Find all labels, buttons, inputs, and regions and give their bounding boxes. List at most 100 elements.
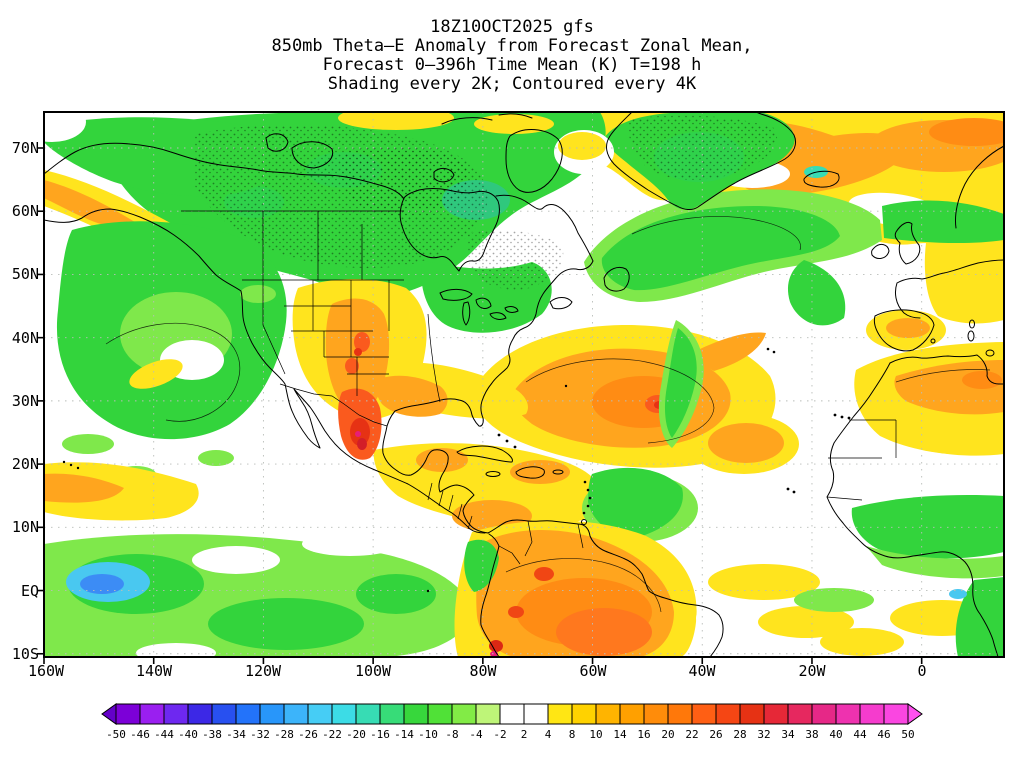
political-borders xyxy=(181,210,897,565)
map-frame xyxy=(43,111,1005,658)
lon-tick-label: 100W xyxy=(354,662,392,680)
colorbar-cell xyxy=(355,703,381,725)
colorbar-tick-label: 34 xyxy=(781,728,795,741)
colorbar-tick-label: -38 xyxy=(202,728,222,741)
island-trinidad xyxy=(581,519,587,525)
colorbar-right-arrow xyxy=(907,703,923,725)
lon-tick-label: 20W xyxy=(798,662,826,680)
lon-tick-label: 0 xyxy=(917,662,927,680)
colorbar-cell xyxy=(691,703,717,725)
island-great-britain xyxy=(894,221,921,265)
colorbar-tick-label: -8 xyxy=(445,728,458,741)
colorbar-cell xyxy=(763,703,789,725)
colorbar-svg: -50 -46 -44 -40 -38 -34 -32 -28 -26 -22 -20 -16 -14-… xyxy=(101,703,923,741)
colorbar-tick-label: -44 xyxy=(154,728,174,741)
lat-tick-label: 20N xyxy=(11,455,39,473)
title-block: 18Z10OCT2025 gfs 850mb Theta–E Anomaly f… xyxy=(0,18,1024,94)
colorbar-cell xyxy=(163,703,189,725)
colorbar-cell xyxy=(259,703,285,725)
colorbar-tick-label: 46 xyxy=(877,728,890,741)
map-canvas xyxy=(37,111,1005,664)
colorbar-cell xyxy=(331,703,357,725)
colorbar-cell xyxy=(715,703,741,725)
colorbar-cell xyxy=(427,703,453,725)
colorbar-cell xyxy=(523,703,549,725)
small-islands xyxy=(62,347,851,593)
colorbar-cell xyxy=(883,703,909,725)
colorbar-tick-label: 4 xyxy=(545,728,552,741)
colorbar-tick-label: 2 xyxy=(521,728,528,741)
colorbar-cell xyxy=(187,703,213,725)
colorbar-cell xyxy=(811,703,837,725)
lat-tick-label: 60N xyxy=(11,202,39,220)
island-newfoundland xyxy=(603,266,630,292)
colorbar-tick-label: 26 xyxy=(709,728,722,741)
lat-tick-label: 70N xyxy=(11,139,39,157)
colorbar-cell xyxy=(211,703,237,725)
colorbar-cell xyxy=(835,703,861,725)
coastline-iberia xyxy=(873,309,935,352)
colorbar-tick-label: 44 xyxy=(853,728,867,741)
coastline-greenland xyxy=(606,112,797,210)
lon-tick-label: 80W xyxy=(469,662,497,680)
island-ireland xyxy=(871,243,890,259)
colorbar-cell xyxy=(667,703,693,725)
title-line-3: Forecast 0–396h Time Mean (K) T=198 h xyxy=(322,55,702,75)
island-corsica xyxy=(969,319,975,329)
colorbar-tick-label: 32 xyxy=(757,728,770,741)
lon-tick-label: 160W xyxy=(27,662,65,680)
colorbar-tick-label: 22 xyxy=(685,728,698,741)
colorbar-tick-label: -16 xyxy=(370,728,390,741)
coastline-west-africa xyxy=(826,362,999,657)
lon-tick-label: 120W xyxy=(244,662,282,680)
colorbar-left-arrow xyxy=(101,703,117,725)
island-cuba xyxy=(456,445,513,463)
coastline-east xyxy=(382,194,724,657)
lon-tick-label: 60W xyxy=(579,662,607,680)
island-sicily xyxy=(985,349,995,357)
map-plot-area xyxy=(37,111,1005,664)
island-puerto-rico xyxy=(552,469,564,475)
colorbar-tick-label: -32 xyxy=(250,728,270,741)
colorbar-tick-label: 14 xyxy=(613,728,627,741)
arctic-archipelago-lines xyxy=(441,113,533,125)
coastline-europe xyxy=(895,259,1004,319)
colorbar-tick-label: -10 xyxy=(418,728,438,741)
colorbar-cell xyxy=(235,703,261,725)
lat-tick-label: 40N xyxy=(11,329,39,347)
colorbar-cell xyxy=(451,703,477,725)
island-sardinia xyxy=(967,330,975,342)
nova-scotia xyxy=(549,297,573,310)
anomaly-shading-field xyxy=(44,112,1004,657)
colorbar-cell xyxy=(115,703,141,725)
island-victoria xyxy=(291,141,334,169)
colorbar-tick-label: 38 xyxy=(805,728,818,741)
colorbar-cell xyxy=(571,703,597,725)
lat-tick-label: 30N xyxy=(11,392,39,410)
latitude-axis: 70N 60N 50N 40N 30N 20N 10N EQ 10S xyxy=(0,0,41,700)
island-iceland xyxy=(803,170,840,188)
colorbar-cell xyxy=(787,703,813,725)
colorbar-tick-label: -50 xyxy=(106,728,126,741)
colorbar-cell xyxy=(619,703,645,725)
colorbar-cell xyxy=(307,703,333,725)
coastlines xyxy=(44,112,1004,657)
colorbar-tick-label: -40 xyxy=(178,728,198,741)
coastline-arctic xyxy=(44,142,405,200)
colorbar-tick-label: -46 xyxy=(130,728,150,741)
contour-lines xyxy=(105,216,991,613)
coastline-mediterranean-africa xyxy=(889,354,1004,385)
lat-tick-label: EQ xyxy=(20,582,39,600)
longitude-axis: 160W 140W 120W 100W 80W 60W 40W 20W 0 xyxy=(0,662,1024,682)
colorbar-tick-label: -26 xyxy=(298,728,318,741)
island-balearic xyxy=(930,338,936,344)
title-line-2: 850mb Theta–E Anomaly from Forecast Zona… xyxy=(271,36,753,56)
colorbar-cell xyxy=(499,703,525,725)
great-lakes xyxy=(439,288,519,326)
axis-ticks xyxy=(37,147,923,664)
island-southampton xyxy=(433,167,455,183)
colorbar-tick-label: 28 xyxy=(733,728,746,741)
title-line-1: 18Z10OCT2025 gfs xyxy=(430,17,594,37)
colorbar-cell xyxy=(283,703,309,725)
colorbar-tick-label: 50 xyxy=(901,728,914,741)
